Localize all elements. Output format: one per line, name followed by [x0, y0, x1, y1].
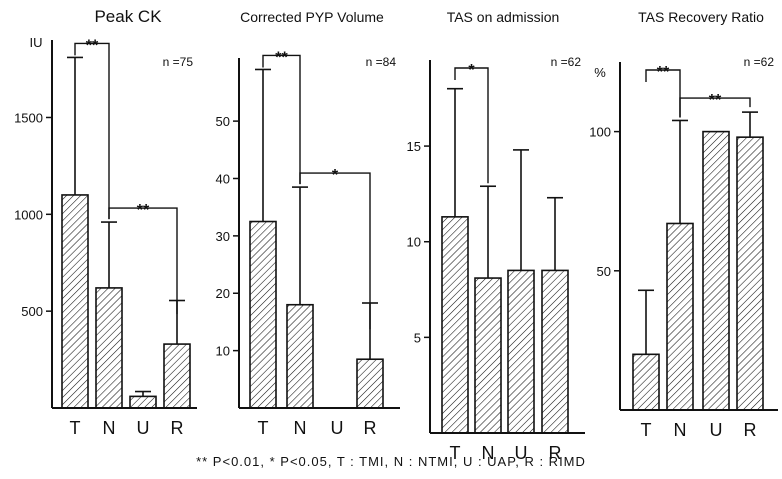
x-tick-label: N — [294, 418, 307, 438]
bar-R — [163, 343, 191, 409]
chart-title: Corrected PYP Volume — [240, 9, 384, 25]
y-axis-label: % — [594, 65, 606, 80]
bar-T — [249, 220, 277, 409]
bar-N — [666, 222, 694, 411]
x-tick-label: R — [364, 418, 377, 438]
bar-R — [541, 269, 569, 434]
x-tick-label: R — [171, 418, 184, 438]
significance-label: * — [468, 62, 475, 79]
significance-bracket — [108, 207, 178, 315]
n-label: n =62 — [551, 55, 582, 69]
significance-bracket — [679, 97, 751, 118]
chart-title: Peak CK — [94, 7, 162, 26]
y-tick-label: 10 — [216, 344, 230, 359]
x-tick-label: R — [744, 420, 757, 440]
significance-label: ** — [275, 49, 288, 66]
bar-N — [95, 287, 123, 409]
bar-R — [356, 358, 384, 409]
significance-bracket — [454, 67, 489, 184]
x-tick-label: N — [482, 443, 495, 463]
bar-U — [507, 269, 535, 434]
significance-bracket — [74, 42, 110, 220]
y-tick-label: 30 — [216, 229, 230, 244]
bar-T — [441, 216, 469, 434]
chart-panel-2: Corrected PYP Volume 10 20 30 40 50 n =84 T N U R *… — [216, 9, 400, 438]
y-tick-label: 15 — [407, 139, 421, 154]
x-tick-label: T — [450, 443, 461, 463]
bar-T — [632, 353, 660, 411]
chart-panel-4: TAS Recovery Ratio 50 100% n =62 T N U R ** ** — [589, 9, 778, 440]
significance-bracket — [262, 54, 301, 185]
x-tick-label: T — [70, 418, 81, 438]
y-tick-label: 100 — [589, 125, 611, 140]
x-tick-label: N — [103, 418, 116, 438]
bar-N — [286, 303, 314, 409]
y-tick-label: 40 — [216, 171, 230, 186]
y-tick-label: 500 — [21, 304, 43, 319]
x-tick-label: N — [674, 420, 687, 440]
x-tick-label: T — [258, 418, 269, 438]
y-tick-label: 1500 — [14, 110, 43, 125]
significance-label: * — [332, 167, 339, 184]
y-tick-label: 10 — [407, 235, 421, 250]
figure-caption: ** P<0.01, * P<0.05, T : TMI, N : NTMI, … — [196, 454, 586, 469]
x-tick-label: U — [137, 418, 150, 438]
x-tick-label: U — [515, 443, 528, 463]
x-tick-label: T — [641, 420, 652, 440]
significance-label: ** — [709, 92, 722, 109]
chart-panel-1: Peak CK 500 1000 1500 IU n =75 T N U R ** ** — [14, 7, 197, 438]
significance-label: ** — [86, 37, 99, 54]
bar-T — [61, 194, 89, 409]
significance-bracket — [299, 172, 371, 330]
y-tick-label: 20 — [216, 286, 230, 301]
y-tick-label: 5 — [414, 330, 421, 345]
significance-label: ** — [137, 202, 150, 219]
y-tick-label: 50 — [216, 114, 230, 129]
n-label: n =84 — [366, 55, 397, 69]
n-label: n =62 — [744, 55, 775, 69]
significance-bracket — [645, 69, 681, 118]
chart-title: TAS on admission — [447, 9, 560, 25]
bar-N — [474, 277, 502, 434]
x-tick-label: U — [710, 420, 723, 440]
n-label: n =75 — [163, 55, 194, 69]
chart-title: TAS Recovery Ratio — [638, 9, 764, 25]
bar-U — [129, 395, 157, 409]
significance-label: ** — [657, 64, 670, 81]
y-tick-label: 1000 — [14, 207, 43, 222]
y-axis-label: IU — [30, 35, 43, 50]
y-tick-label: 50 — [597, 264, 611, 279]
bar-U — [702, 130, 730, 411]
chart-panel-3: TAS on admission 5 10 15 n =62 T N U R * — [407, 9, 585, 463]
x-tick-label: U — [331, 418, 344, 438]
x-tick-label: R — [549, 443, 562, 463]
bar-R — [736, 136, 764, 411]
